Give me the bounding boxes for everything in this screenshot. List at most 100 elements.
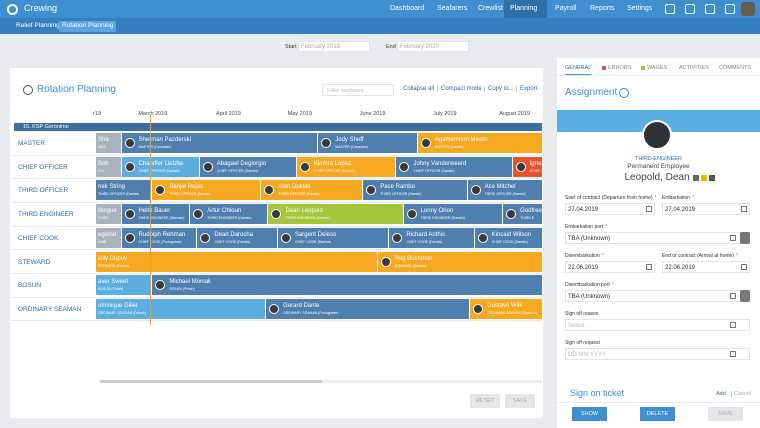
assignment-bar[interactable]: Bingue THIRD xyxy=(96,204,122,225)
nav-item[interactable]: Settings xyxy=(627,5,653,12)
avatar xyxy=(299,161,310,172)
heading-icon[interactable] xyxy=(619,88,629,98)
assignment-bar[interactable]: Ace Mitchel THIRD OFFICER (Danish) xyxy=(467,180,542,201)
vessel-name[interactable]: 15. KSP Geronimo xyxy=(23,124,69,130)
user-avatar[interactable] xyxy=(741,2,755,16)
toolbar-action[interactable]: Compact mode xyxy=(437,86,482,92)
assignment-bar[interactable]: Lonny Orion THIRD ENGINEER (Danish) xyxy=(403,204,504,225)
assignment-bar[interactable]: Kimbra Lopez CHIEF OFFICER (Danish) xyxy=(296,156,397,177)
rank-label: MASTER xyxy=(18,140,46,147)
nav-item[interactable]: Planning xyxy=(504,0,547,18)
assignment-bar[interactable]: Alan Duklas THIRD OFFICER (Danish) xyxy=(261,180,364,201)
assignment-bar[interactable]: Rudolph Rehman CHIEF COOK (Portuguese) xyxy=(121,227,198,248)
toolbar-action[interactable]: Export xyxy=(516,86,537,92)
assignment-bar[interactable]: Bob CHI xyxy=(96,156,122,177)
ticket-cancel[interactable]: Cancel xyxy=(731,391,751,397)
assignment-bar[interactable]: Abagael Degiorgio CHIEF OFFICER (Danish) xyxy=(199,156,297,177)
assignment-bar[interactable]: Kincaid Wilson CHIEF COOK (Danish) xyxy=(474,227,542,248)
nav-item[interactable]: Dashboard xyxy=(390,5,425,12)
assignment-bar[interactable]: Helm Bauer THIRD ENGINEER (German) xyxy=(121,204,191,225)
assignment-bar[interactable]: Sargent Deleso CHIEF COOK (Danish) xyxy=(277,227,390,248)
seafarer-role: CHIEF COOK (Danish) xyxy=(406,239,443,244)
nav-item[interactable]: Payroll xyxy=(555,5,577,12)
field-input[interactable]: DD.MM.YYYY xyxy=(565,348,750,360)
nav-item[interactable]: Reports xyxy=(590,5,615,12)
assignment-bar[interactable]: egiond CHIE xyxy=(96,227,122,248)
field-input[interactable]: 22.06.2019 xyxy=(662,261,750,273)
field-icon xyxy=(741,206,747,212)
planner-button[interactable]: SAVE xyxy=(505,394,535,408)
seafarer-role: THIRD ENGINEER (Danish) xyxy=(207,216,252,221)
assignment-bar[interactable]: Johny Vanderweerd CHIEF OFFICER (Danish) xyxy=(396,156,513,177)
assignment-bar[interactable]: Dean Leopold THIRD ENGINEER (Danish) xyxy=(268,204,404,225)
nav-icon[interactable] xyxy=(665,4,675,14)
scrollbar-thumb[interactable] xyxy=(100,380,322,383)
field-input[interactable]: 22.06.2019 xyxy=(565,261,655,273)
assignment-bar[interactable]: Gerard Dante ORDINARY SEAMAN (Portuguese) xyxy=(266,298,470,319)
today-line xyxy=(150,115,151,325)
avatar xyxy=(124,161,135,172)
pin-button[interactable] xyxy=(740,290,750,302)
sub-nav-item[interactable]: Relief Planning xyxy=(16,22,60,29)
field-input[interactable]: TBA (Unknown) xyxy=(565,290,750,302)
tab[interactable]: WAGES xyxy=(647,65,668,71)
assignment-bar[interactable]: Pace Rambo THIRD OFFICER (Danish) xyxy=(363,180,468,201)
assignment-bar[interactable]: Agamemnon Meato MASTER (Danish) xyxy=(417,133,542,153)
seafarer-role: CHI xyxy=(98,168,105,173)
back-icon[interactable] xyxy=(23,85,33,95)
planner-button[interactable]: RESET xyxy=(470,394,500,408)
toolbar-action[interactable]: Copy to... xyxy=(484,86,514,92)
field-icon xyxy=(730,322,736,328)
assignment-bar[interactable]: Richard Anthis CHIEF COOK (Danish) xyxy=(389,227,475,248)
tab[interactable]: COMMENTS xyxy=(719,65,752,71)
tab[interactable]: GENERAL xyxy=(565,65,592,75)
field-input[interactable]: 27.04.2019 xyxy=(565,203,655,215)
assignment-bar[interactable]: Godfree THIRD E xyxy=(503,204,542,225)
row-divider xyxy=(10,320,542,322)
assignment-bar[interactable]: ominique Gillet ORDINARY SEAMAN (French) xyxy=(96,298,267,319)
assignment-bar[interactable]: Benjie Rojas THIRD OFFICER (Danish) xyxy=(152,180,262,201)
assignment-bar[interactable]: Gustavo Wilk ORDINARY SEAMAN (Spanish) xyxy=(469,298,542,319)
nav-item[interactable]: Seafarers xyxy=(437,5,468,12)
panel-button[interactable]: DELETE xyxy=(640,407,675,421)
start-input[interactable]: February 2019 xyxy=(298,41,370,52)
field-input[interactable]: Select... xyxy=(565,319,750,331)
tab[interactable]: ERRORS xyxy=(608,65,632,71)
nav-icon[interactable] xyxy=(705,4,715,14)
seafarer-role: MASTER (Danish) xyxy=(434,145,464,149)
assignment-bar[interactable]: Chandler Lietzke CHIEF OFFICER (Danish) xyxy=(121,156,200,177)
assignment-bar[interactable]: nek String THIRD OFFICER (Danish) xyxy=(96,180,153,201)
assignment-bar[interactable]: aver Sweet BOSUN (Polish) xyxy=(96,275,153,296)
filter-input[interactable]: Filter seafarers xyxy=(322,84,394,96)
panel-button[interactable]: SHOW xyxy=(572,407,607,421)
assignment-bar[interactable]: Michael Moniak BOSUN (Polish) xyxy=(152,275,542,296)
nav-icon[interactable] xyxy=(725,4,735,14)
rank-label: THIRD ENGINEER xyxy=(18,211,74,219)
ticket-add[interactable]: Add xyxy=(716,391,726,397)
panel-button[interactable]: SAVE xyxy=(708,407,743,421)
assignment-bar[interactable]: Jody Sheff MASTER (Canadian) xyxy=(318,133,418,153)
field-input[interactable]: 27.04.2019 xyxy=(662,203,750,215)
sub-nav-item[interactable]: Rotation Planning xyxy=(59,21,117,32)
assignment-bar[interactable]: Sherman Pazderski MASTER (Canadian) xyxy=(121,133,319,153)
seafarer-name: Alan Duklas xyxy=(278,184,311,191)
tab-rule xyxy=(557,75,760,76)
tab[interactable]: ACTIVITIES xyxy=(679,65,709,71)
seafarer-role: BOSUN (Polish) xyxy=(98,287,124,292)
seafarer-name: Lonny Orion xyxy=(420,208,454,215)
row-divider xyxy=(10,296,542,298)
assignment-bar[interactable]: Reg Buchman STEWARD (Danish) xyxy=(377,251,542,272)
field-input[interactable]: TBA (Unknown) xyxy=(565,232,750,244)
assignment-bar[interactable]: Sha MAS xyxy=(96,133,122,153)
assignment-bar[interactable]: Ignazio MeCHIEF OF xyxy=(512,156,542,177)
seafarer-name: Kincaid Wilson xyxy=(491,231,532,238)
nav-icon[interactable] xyxy=(685,4,695,14)
end-input[interactable]: February 2020 xyxy=(397,41,469,52)
seafarer-role: CHIEF OFFICER (Danish) xyxy=(413,168,455,173)
assignment-bar[interactable]: icily Dupuy STEWARD (French) xyxy=(96,251,378,272)
assignment-bar[interactable]: Dean Darocha CHIEF COOK (Danish) xyxy=(197,227,278,248)
toolbar-action[interactable]: Collapse all xyxy=(403,86,435,92)
nav-item[interactable]: Crewlist xyxy=(478,5,503,12)
pin-button[interactable] xyxy=(740,232,750,244)
assignment-bar[interactable]: Artur Ohloun THIRD ENGINEER (Danish) xyxy=(190,204,269,225)
